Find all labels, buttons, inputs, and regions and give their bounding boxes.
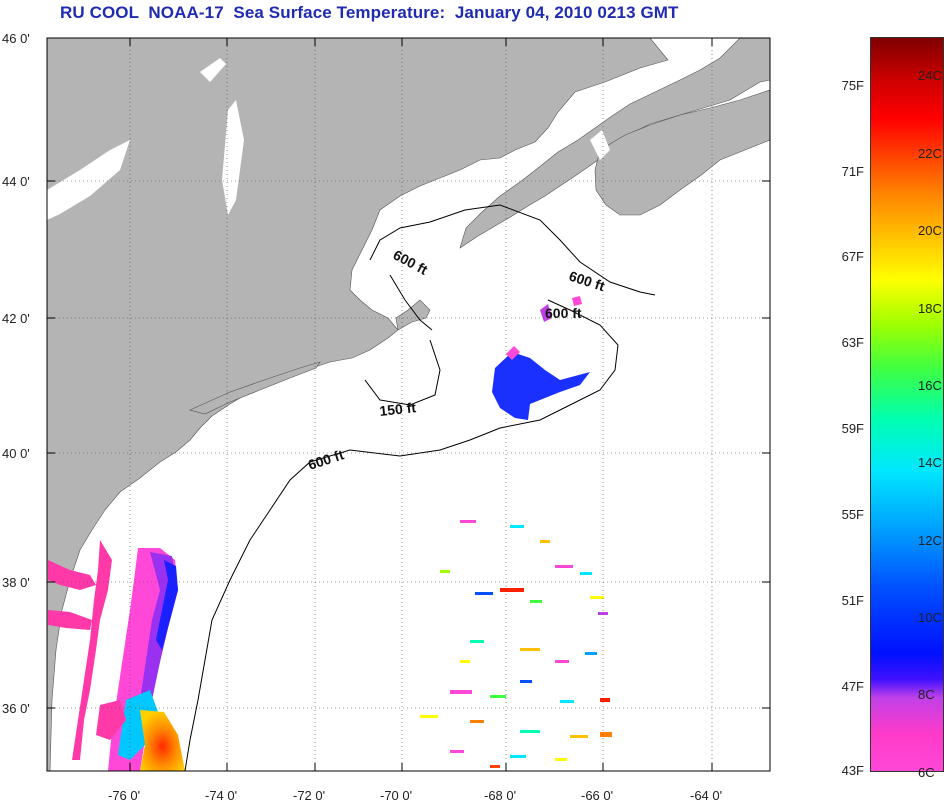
colorbar-c-label: 12C [918, 533, 942, 548]
colorbar-f-label: 71F [841, 164, 864, 179]
colorbar-c-label: 20C [918, 223, 942, 238]
offshore-sst-specks [420, 520, 612, 768]
lat-label: 40 0' [2, 446, 30, 461]
colorbar-c-label: 24C [918, 68, 942, 83]
colorbar-c-label: 16C [918, 378, 942, 393]
lat-label: 38 0' [2, 575, 30, 590]
colorbar-c-label: 14C [918, 455, 942, 470]
axis-ticks [47, 37, 770, 771]
lake [200, 58, 226, 82]
contour-label: 600 ft [545, 305, 582, 321]
lat-label: 36 0' [2, 701, 30, 716]
colorbar-c-label: 18C [918, 301, 942, 316]
bay-tributary [48, 610, 92, 630]
georges-bank-sst-edge [572, 296, 582, 306]
lon-label: -70 0' [380, 788, 412, 803]
georges-bank-sst [492, 352, 590, 420]
colorbar-f-label: 67F [841, 249, 864, 264]
lat-label: 46 0' [2, 31, 30, 46]
lon-label: -72 0' [293, 788, 325, 803]
georges-bank-sst-edge [506, 346, 520, 360]
georges-bank-sst-edge [540, 304, 552, 322]
depth-contours [184, 204, 656, 771]
lake [47, 140, 130, 220]
lon-label: -64 0' [690, 788, 722, 803]
land-long-island [189, 361, 321, 415]
graticule [47, 38, 770, 771]
colorbar: 75F 71F 67F 63F 59F 55F 51F 47F 43F 24C … [842, 37, 944, 780]
contour-label: 150 ft [379, 399, 417, 419]
coastal-sst [96, 548, 185, 771]
lon-label: -74 0' [205, 788, 237, 803]
map-title: RU COOL NOAA-17 Sea Surface Temperature:… [60, 3, 679, 22]
bay-tributary [48, 560, 96, 590]
map-frame [46, 37, 771, 772]
colorbar-f-label: 75F [841, 78, 864, 93]
colorbar-f-label: 43F [841, 763, 864, 778]
lake [590, 130, 610, 160]
colorbar-f-label: 63F [841, 335, 864, 350]
land-cape-cod [395, 299, 431, 331]
colorbar-f-label: 51F [841, 593, 864, 608]
colorbar-f-label: 55F [841, 507, 864, 522]
land-mainland [47, 38, 669, 771]
colorbar-f-label: 47F [841, 679, 864, 694]
colorbar-c-label: 22C [918, 146, 942, 161]
lat-label: 44 0' [2, 174, 30, 189]
colorbar-c-label: 6C [918, 765, 935, 780]
lat-label: 42 0' [2, 311, 30, 326]
lon-label: -66 0' [581, 788, 613, 803]
colorbar-f-label: 59F [841, 421, 864, 436]
lake [222, 100, 244, 215]
chesapeake-bay [72, 540, 112, 760]
colorbar-c-label: 10C [918, 610, 942, 625]
lon-label: -68 0' [484, 788, 516, 803]
lon-label: -76 0' [108, 788, 140, 803]
colorbar-c-label: 8C [918, 687, 935, 702]
land-cape-breton [594, 89, 770, 216]
